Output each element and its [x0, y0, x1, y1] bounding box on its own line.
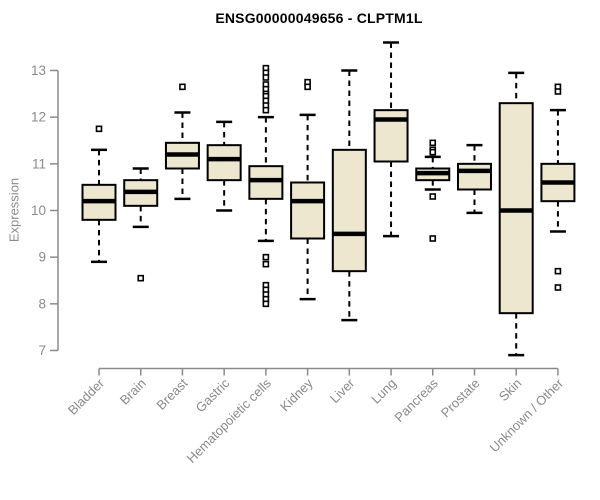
y-tick-label: 12: [31, 110, 46, 125]
boxplot-hematopoietic-cells: [248, 64, 284, 308]
x-tick-label: Brain: [117, 376, 149, 408]
outlier-point: [262, 253, 270, 261]
outlier-point: [554, 267, 562, 275]
boxplot-skin: [498, 71, 534, 357]
x-tick-label: Kidney: [277, 375, 316, 414]
outlier-point: [554, 284, 562, 291]
y-axis: 7 8 9 10 11 12 13: [31, 63, 59, 358]
x-tick-label: Unknown / Other: [486, 375, 566, 455]
chart-title: ENSG00000049656 - CLPTM1L: [215, 10, 423, 26]
y-tick-label: 13: [31, 63, 46, 78]
boxplot-unknown-other: [540, 83, 576, 291]
outlier-point: [262, 300, 270, 308]
outlier-point: [262, 260, 270, 268]
x-tick-label: Bladder: [65, 375, 108, 418]
outlier-point: [429, 148, 437, 156]
y-tick-label: 8: [38, 296, 46, 311]
boxplot-kidney: [290, 78, 326, 301]
outlier-point: [554, 88, 562, 95]
boxplot-prostate: [456, 143, 492, 215]
iqr-box: [498, 102, 534, 315]
outlier-point: [179, 83, 186, 91]
outlier-point: [262, 106, 270, 114]
boxplot-lung: [373, 41, 409, 238]
iqr-box: [331, 148, 367, 273]
y-tick-label: 7: [38, 343, 46, 358]
outlier-point: [429, 193, 437, 200]
outlier-point: [429, 139, 437, 147]
boxplot-gastric: [206, 120, 242, 212]
iqr-box: [290, 181, 326, 240]
y-tick-label: 10: [31, 203, 46, 218]
x-tick-label: Lung: [368, 376, 399, 407]
outlier-point: [429, 235, 437, 242]
y-tick-label: 9: [38, 250, 46, 265]
outlier-point: [95, 125, 103, 133]
boxplot-liver: [331, 69, 367, 322]
boxplot-pancreas: [415, 139, 451, 242]
boxplot-bladder: [81, 125, 117, 264]
x-tick-label: Pancreas: [391, 375, 441, 425]
outlier-point: [262, 74, 270, 81]
y-tick-label: 11: [32, 156, 46, 171]
iqr-box: [206, 144, 242, 182]
boxplot-brain: [123, 167, 159, 282]
boxplot-breast: [164, 83, 200, 201]
x-tick-label: Liver: [327, 375, 358, 406]
x-tick-label: Gastric: [193, 375, 233, 415]
outlier-point: [137, 274, 145, 282]
x-tick-label: Breast: [153, 375, 190, 412]
x-tick-label: Skin: [496, 376, 524, 404]
iqr-box: [456, 162, 492, 191]
x-tick-label: Prostate: [438, 376, 483, 421]
iqr-box: [248, 165, 284, 200]
outlier-point: [304, 83, 311, 91]
